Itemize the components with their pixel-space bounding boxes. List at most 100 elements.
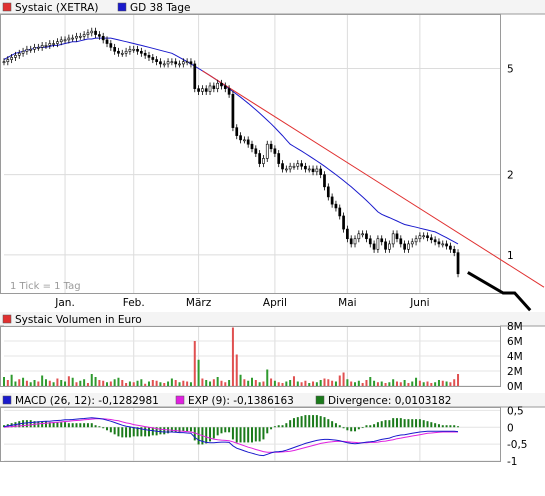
volume-bar — [228, 380, 231, 386]
candle — [323, 174, 326, 188]
candle — [166, 61, 170, 65]
macd-legend-swatch-2 — [315, 395, 325, 405]
volume-bar — [117, 377, 120, 386]
candle — [368, 238, 372, 245]
candle — [231, 94, 235, 128]
volume-bar — [254, 380, 257, 386]
volume-bar — [140, 379, 143, 386]
volume-bar — [189, 382, 192, 386]
candle — [395, 233, 399, 240]
candle — [300, 163, 303, 167]
volume-bar — [369, 377, 372, 386]
candle — [124, 50, 128, 54]
divergence-bar — [357, 427, 360, 430]
volume-bar — [83, 379, 86, 386]
candle — [56, 41, 59, 44]
divergence-bar — [285, 423, 288, 428]
divergence-bar — [178, 427, 181, 433]
candle — [235, 127, 239, 136]
volume-bar — [52, 382, 55, 386]
macd-panel-frame — [0, 407, 501, 462]
divergence-bar — [350, 427, 353, 432]
candle — [315, 168, 319, 173]
volume-panel-frame — [0, 326, 501, 387]
candle — [265, 143, 269, 159]
macd-legend-bar — [0, 393, 545, 407]
candle — [71, 37, 75, 40]
volume-bar — [25, 380, 28, 386]
candle — [14, 55, 17, 58]
volume-legend-bar — [0, 312, 545, 326]
exp-signal-line — [3, 418, 458, 453]
candle — [273, 148, 277, 154]
volume-bar — [441, 380, 444, 386]
candle — [113, 47, 116, 52]
volume-bar — [300, 382, 303, 386]
divergence-bar — [90, 423, 93, 428]
price-legend-bar — [0, 0, 545, 14]
divergence-bar — [205, 427, 208, 444]
candle — [109, 43, 113, 48]
volume-bar — [388, 382, 391, 386]
candle — [449, 245, 452, 250]
candle — [132, 48, 136, 51]
divergence-bar — [113, 427, 116, 435]
candle — [136, 48, 139, 52]
volume-bar — [319, 380, 322, 386]
candle — [349, 238, 353, 245]
volume-bar — [3, 377, 5, 386]
divergence-bar — [342, 427, 345, 429]
vol-y-label-3: 2M — [507, 366, 523, 378]
candle — [243, 139, 246, 142]
candle — [334, 203, 338, 209]
divergence-bar — [94, 425, 97, 428]
divergence-bar — [292, 418, 295, 428]
divergence-bar — [319, 416, 322, 428]
candle — [227, 88, 231, 95]
volume-bar — [170, 378, 173, 386]
volume-bar — [407, 383, 410, 386]
candle — [281, 163, 284, 170]
divergence-bar — [29, 420, 32, 428]
candle — [304, 165, 307, 170]
divergence-bar — [231, 427, 234, 440]
candle — [296, 163, 300, 167]
volume-bar — [289, 380, 292, 386]
candle — [17, 52, 21, 56]
candle — [90, 30, 94, 34]
divergence-bar — [106, 427, 109, 431]
price-legend-swatch-1 — [117, 2, 127, 12]
sma38-line — [3, 37, 459, 245]
candle — [338, 207, 342, 217]
volume-bar — [449, 382, 452, 386]
candle — [6, 59, 10, 63]
volume-bar — [395, 381, 398, 386]
volume-bar — [380, 381, 383, 386]
candle — [342, 215, 345, 230]
divergence-bar — [422, 420, 425, 428]
volume-bar — [174, 380, 177, 386]
volume-bar — [411, 381, 414, 386]
volume-bar — [125, 383, 128, 386]
macd-legend-label-0: MACD (26, 12): -0,1282981 — [15, 395, 159, 407]
volume-bar — [315, 382, 318, 386]
candle — [391, 233, 395, 245]
volume-bar — [247, 380, 250, 386]
divergence-bar — [79, 423, 82, 428]
macd-legend-label-1: EXP (9): -0,1386163 — [188, 395, 294, 407]
volume-bar — [296, 381, 299, 386]
candle — [21, 50, 25, 54]
candle — [353, 238, 357, 245]
candle — [223, 85, 227, 89]
volume-bar — [273, 380, 276, 386]
divergence-bar — [52, 422, 55, 428]
volume-bar — [136, 380, 139, 386]
candle — [185, 61, 189, 64]
candle — [52, 43, 55, 45]
volume-bar — [44, 379, 47, 386]
divergence-bar — [411, 419, 414, 428]
divergence-bar — [315, 415, 318, 428]
candle — [246, 139, 250, 145]
candle — [437, 241, 441, 245]
volume-bar — [266, 369, 269, 386]
